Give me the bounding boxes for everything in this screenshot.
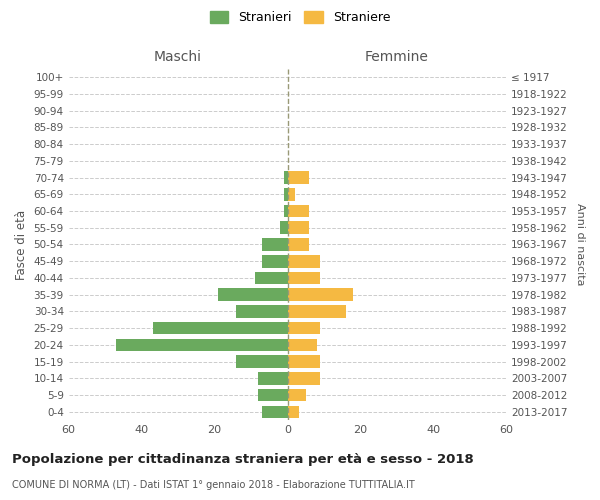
Bar <box>287 389 306 402</box>
Bar <box>116 338 287 351</box>
Bar <box>287 288 353 301</box>
Text: Popolazione per cittadinanza straniera per età e sesso - 2018: Popolazione per cittadinanza straniera p… <box>12 452 474 466</box>
Bar <box>287 372 320 384</box>
Bar <box>287 238 310 251</box>
Bar <box>287 222 310 234</box>
Legend: Stranieri, Straniere: Stranieri, Straniere <box>209 11 391 24</box>
Text: COMUNE DI NORMA (LT) - Dati ISTAT 1° gennaio 2018 - Elaborazione TUTTITALIA.IT: COMUNE DI NORMA (LT) - Dati ISTAT 1° gen… <box>12 480 415 490</box>
Y-axis label: Anni di nascita: Anni di nascita <box>575 203 585 286</box>
Bar <box>287 272 320 284</box>
Bar <box>236 356 287 368</box>
Bar <box>280 222 287 234</box>
Bar <box>287 255 320 268</box>
Bar <box>287 305 346 318</box>
Bar <box>284 188 287 200</box>
Bar <box>284 172 287 184</box>
Bar <box>262 238 287 251</box>
Bar <box>284 205 287 218</box>
Bar <box>262 406 287 418</box>
Bar <box>152 322 287 334</box>
Bar <box>287 205 310 218</box>
Bar <box>287 338 317 351</box>
Bar <box>262 255 287 268</box>
Bar <box>287 188 295 200</box>
Bar <box>218 288 287 301</box>
Bar <box>259 389 287 402</box>
Bar <box>236 305 287 318</box>
Bar <box>255 272 287 284</box>
Bar <box>287 406 299 418</box>
Y-axis label: Fasce di età: Fasce di età <box>15 210 28 280</box>
Bar <box>287 322 320 334</box>
Bar <box>287 172 310 184</box>
Bar <box>287 356 320 368</box>
Bar <box>259 372 287 384</box>
